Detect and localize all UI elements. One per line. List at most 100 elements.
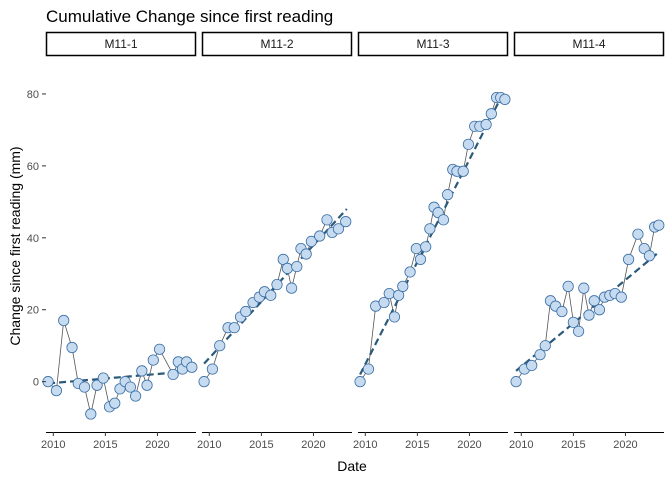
data-point xyxy=(58,314,70,327)
data-point xyxy=(265,289,277,301)
data-point xyxy=(291,260,303,273)
facet-strip xyxy=(357,31,509,57)
data-point xyxy=(153,343,166,355)
data-point xyxy=(277,253,289,265)
y-tick-label: 40 xyxy=(27,233,39,245)
data-point xyxy=(314,230,326,242)
data-point xyxy=(499,93,511,105)
data-point xyxy=(583,309,595,321)
x-tick-label: 2015 xyxy=(249,439,273,451)
data-point xyxy=(186,361,198,373)
data-point xyxy=(615,291,627,303)
data-point xyxy=(50,385,63,397)
y-tick-label: 0 xyxy=(33,377,39,389)
data-point xyxy=(362,363,375,375)
x-tick-label: 2010 xyxy=(197,439,221,451)
data-point xyxy=(457,165,469,177)
y-tick-label: 60 xyxy=(27,161,39,173)
data-point xyxy=(271,278,283,291)
series-line xyxy=(203,218,346,382)
data-point xyxy=(437,214,450,226)
data-point xyxy=(91,379,103,391)
data-point xyxy=(300,248,312,260)
facet-strip xyxy=(513,31,665,57)
data-point xyxy=(388,311,401,323)
data-point xyxy=(441,189,454,201)
data-point xyxy=(424,223,436,235)
data-point xyxy=(206,363,219,375)
facet-strip xyxy=(201,31,353,57)
facet-strip-label: M11-4 xyxy=(572,37,605,51)
data-point xyxy=(539,340,551,352)
data-point xyxy=(378,296,390,309)
series-line xyxy=(47,320,193,415)
data-point xyxy=(578,282,590,294)
data-point xyxy=(78,381,91,393)
data-point xyxy=(129,390,142,402)
data-point xyxy=(414,253,427,265)
y-tick-label: 80 xyxy=(27,89,39,101)
data-point xyxy=(109,397,121,409)
data-point xyxy=(321,214,333,226)
y-axis: 0 20 40 60 80 xyxy=(27,89,46,389)
data-point xyxy=(420,241,432,253)
data-point xyxy=(198,376,210,388)
data-point xyxy=(354,376,366,388)
data-point xyxy=(653,219,665,231)
facet-strip-label: M11-2 xyxy=(260,37,293,51)
x-tick-label: 2020 xyxy=(457,439,481,451)
trend-line xyxy=(47,371,174,385)
data-point xyxy=(240,305,252,318)
x-tick-label: 2015 xyxy=(405,439,429,451)
data-point xyxy=(622,253,635,265)
data-point xyxy=(85,408,97,420)
facet-strip-label: M11-3 xyxy=(416,37,449,51)
data-point xyxy=(214,340,226,352)
facet-panel-m11-1: M11-1 2010 2015 2020 xyxy=(41,31,198,451)
data-point xyxy=(66,341,78,354)
x-tick-label: 2020 xyxy=(613,439,637,451)
data-point xyxy=(567,316,579,328)
x-tick-label: 2020 xyxy=(301,439,325,451)
data-point xyxy=(588,295,600,307)
facet-panel-m11-4: M11-4 2010 2015 2020 xyxy=(509,31,665,451)
data-point xyxy=(485,108,497,120)
x-tick-label: 2010 xyxy=(41,439,65,451)
y-axis-title: Change since first reading (mm) xyxy=(7,146,23,345)
x-tick-label: 2010 xyxy=(509,439,533,451)
data-point xyxy=(632,228,644,240)
facets-layer: M11-1 2010 2015 2020 M11-2 2010 2015 2020 M11-3 2… xyxy=(41,31,665,451)
series-line xyxy=(359,97,506,382)
x-tick-label: 2020 xyxy=(145,439,169,451)
data-point xyxy=(593,304,606,316)
data-point xyxy=(228,322,240,334)
data-point xyxy=(285,282,298,294)
data-point xyxy=(562,280,574,292)
facet-panel-m11-3: M11-3 2010 2015 2020 xyxy=(353,31,511,451)
trend-line xyxy=(359,93,504,375)
facet-panel-m11-2: M11-2 2010 2015 2020 xyxy=(197,31,353,451)
data-point xyxy=(124,381,136,393)
data-point xyxy=(643,250,656,262)
y-tick-label: 20 xyxy=(27,305,39,317)
data-point xyxy=(572,325,585,337)
data-point xyxy=(147,354,159,366)
chart-title: Cumulative Change since first reading xyxy=(46,7,333,26)
data-point xyxy=(397,280,409,292)
x-axis-title: Date xyxy=(337,458,367,474)
data-point xyxy=(556,305,568,318)
x-tick-label: 2015 xyxy=(561,439,585,451)
data-point xyxy=(340,216,352,228)
data-point xyxy=(462,138,475,150)
data-point xyxy=(393,289,405,301)
data-point xyxy=(410,242,422,255)
data-point xyxy=(141,379,153,391)
facet-strip xyxy=(45,31,197,57)
data-point xyxy=(404,266,416,278)
facet-strip-label: M11-1 xyxy=(104,37,137,51)
x-tick-label: 2010 xyxy=(353,439,377,451)
data-point xyxy=(534,349,546,361)
data-point xyxy=(97,372,109,384)
data-point xyxy=(305,235,317,248)
